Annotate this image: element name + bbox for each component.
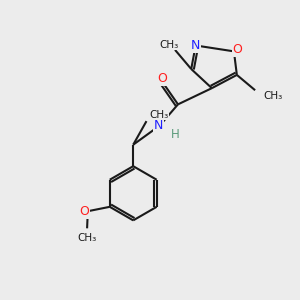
Text: CH₃: CH₃ — [77, 233, 97, 243]
Text: CH₃: CH₃ — [149, 110, 169, 120]
Text: H: H — [171, 128, 179, 141]
Text: N: N — [154, 119, 163, 132]
Text: CH₃: CH₃ — [159, 40, 178, 50]
Text: O: O — [79, 205, 89, 218]
Text: O: O — [232, 44, 242, 56]
Text: N: N — [191, 39, 200, 52]
Text: CH₃: CH₃ — [263, 91, 283, 100]
Text: O: O — [157, 72, 167, 85]
